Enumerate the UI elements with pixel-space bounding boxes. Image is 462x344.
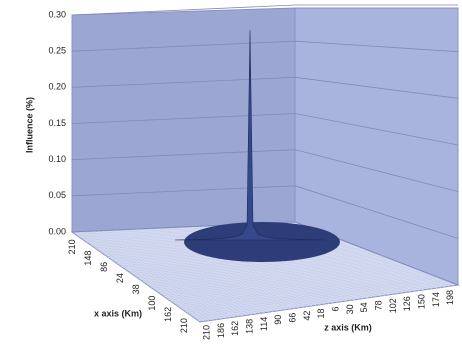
mesh-line [191, 280, 448, 317]
y-tick-label: 0.30 [48, 9, 66, 19]
mesh-line [195, 282, 453, 320]
grid-line [71, 76, 459, 99]
x-tick-label: 210 [179, 318, 189, 333]
z-tick-label: 126 [402, 296, 412, 311]
grid-line [71, 113, 459, 146]
z-tick-label: 18 [316, 309, 326, 319]
back-wall [71, 7, 296, 233]
grid-line [71, 149, 459, 193]
z-tick-label: 42 [302, 311, 312, 321]
z-tick-label: 162 [230, 321, 240, 336]
y-axis-title: Influence (%) [24, 97, 34, 153]
x-tick-label: 162 [163, 307, 173, 322]
z-tick-label: 150 [417, 294, 427, 309]
surface-base [184, 222, 340, 262]
x-tick-label: 86 [99, 262, 109, 272]
mesh-line [185, 277, 440, 312]
grid-line [71, 4, 458, 16]
z-tick-label: 30 [345, 304, 355, 314]
x-tick-label: 210 [67, 239, 77, 254]
mesh-line [187, 278, 442, 314]
z-tick-label: 186 [216, 323, 226, 338]
y-tick-label: 0.25 [48, 46, 66, 56]
x-axis-title: x axis (Km) [94, 308, 142, 318]
x-tick-label: 24 [115, 273, 125, 283]
mesh-line [197, 283, 456, 321]
z-axis-title: z axis (Km) [324, 322, 372, 332]
x-tick-label: 100 [147, 296, 157, 311]
y-tick-label: 0.20 [48, 82, 66, 92]
z-tick-label: 138 [245, 319, 255, 334]
z-tick-label: 174 [431, 292, 441, 307]
y-tick-label: 0.00 [48, 226, 66, 236]
grid-line [71, 221, 459, 286]
z-tick-label: 210 [202, 325, 212, 340]
z-tick-label: 90 [273, 315, 283, 325]
mesh-line [180, 275, 434, 309]
surface-profile [174, 30, 326, 241]
grid-line [71, 40, 459, 53]
z-tick-label: 198 [445, 290, 455, 305]
z-tick-label: 54 [359, 302, 369, 312]
x-tick-label: 38 [131, 284, 141, 294]
z-tick-label: 102 [388, 298, 398, 313]
y-tick-label: 0.15 [48, 118, 66, 128]
z-tick-label: 114 [259, 317, 269, 331]
mesh-line [182, 276, 437, 311]
z-tick-label: 78 [374, 300, 384, 310]
x-tick-label: 148 [83, 251, 93, 266]
grid-line [71, 185, 459, 239]
z-tick-label: 6 [331, 306, 341, 311]
z-tick-label: 66 [288, 313, 298, 323]
y-tick-label: 0.05 [48, 190, 66, 200]
y-tick-label: 0.10 [48, 154, 66, 164]
mesh-line [193, 281, 450, 318]
mesh-line [189, 279, 445, 315]
